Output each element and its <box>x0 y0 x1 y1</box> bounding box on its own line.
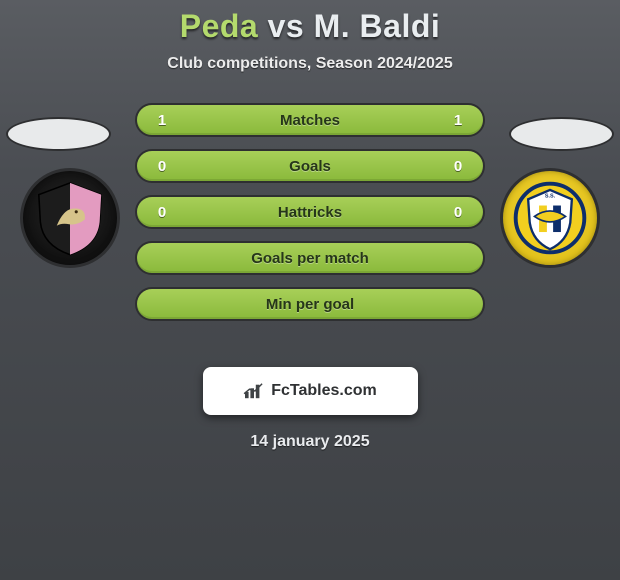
competition-subtitle: Club competitions, Season 2024/2025 <box>0 55 620 73</box>
palermo-crest-icon <box>31 179 109 257</box>
stat-label: Hattricks <box>278 204 342 221</box>
stat-right-value: 1 <box>451 112 465 129</box>
player1-oval <box>6 117 111 151</box>
stat-rows: 1 Matches 1 0 Goals 0 0 Hattricks 0 Goal… <box>135 103 485 321</box>
player2-name: M. Baldi <box>314 8 441 44</box>
stat-row-hattricks: 0 Hattricks 0 <box>135 195 485 229</box>
stat-label: Goals <box>289 158 331 175</box>
stat-label: Min per goal <box>266 296 354 313</box>
stat-label: Goals per match <box>251 250 369 267</box>
stat-row-matches: 1 Matches 1 <box>135 103 485 137</box>
stat-right-value: 0 <box>451 158 465 175</box>
stat-left-value: 0 <box>155 158 169 175</box>
snapshot-date: 14 january 2025 <box>0 433 620 451</box>
player1-club-badge <box>20 168 120 268</box>
player2-club-badge: S.S. <box>500 168 600 268</box>
stat-label: Matches <box>280 112 340 129</box>
player2-oval <box>509 117 614 151</box>
stat-left-value: 0 <box>155 204 169 221</box>
comparison-title: Peda vs M. Baldi <box>0 0 620 45</box>
stats-arena: S.S. 1 Matches 1 0 Goals 0 0 Hattricks 0… <box>0 103 620 353</box>
stat-left-value: 1 <box>155 112 169 129</box>
player1-name: Peda <box>180 8 258 44</box>
juve-stabia-crest-icon: S.S. <box>511 179 589 257</box>
bar-chart-icon <box>243 382 265 400</box>
stat-row-goals-per-match: Goals per match <box>135 241 485 275</box>
stat-row-min-per-goal: Min per goal <box>135 287 485 321</box>
stat-right-value: 0 <box>451 204 465 221</box>
brand-box[interactable]: FcTables.com <box>203 367 418 415</box>
brand-text: FcTables.com <box>271 382 377 400</box>
svg-text:S.S.: S.S. <box>545 194 556 200</box>
stat-row-goals: 0 Goals 0 <box>135 149 485 183</box>
vs-separator: vs <box>268 8 305 44</box>
